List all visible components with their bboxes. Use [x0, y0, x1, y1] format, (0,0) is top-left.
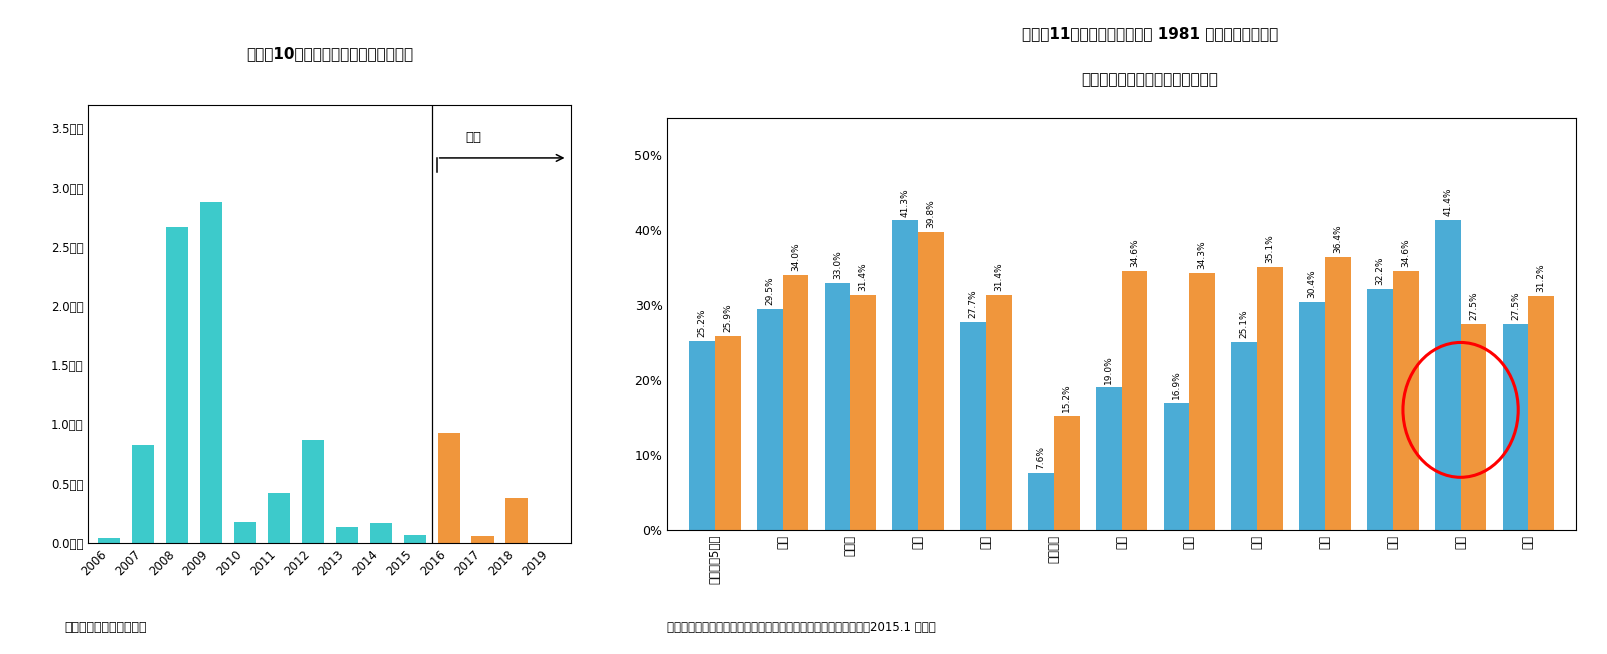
- Bar: [1122, 271, 1147, 530]
- Text: 7.6%: 7.6%: [1037, 446, 1045, 469]
- Bar: [1392, 271, 1417, 530]
- Bar: [98, 538, 121, 543]
- Text: 35.1%: 35.1%: [1265, 234, 1274, 263]
- Text: 25.1%: 25.1%: [1239, 309, 1249, 338]
- Bar: [1189, 273, 1215, 530]
- Bar: [1257, 267, 1282, 530]
- Bar: [505, 498, 527, 543]
- Text: 32.2%: 32.2%: [1374, 256, 1384, 284]
- Bar: [267, 493, 289, 543]
- Bar: [1459, 324, 1485, 530]
- Text: 34.6%: 34.6%: [1130, 238, 1138, 267]
- Text: 25.9%: 25.9%: [723, 303, 731, 332]
- Bar: [918, 232, 943, 530]
- Text: 30.4%: 30.4%: [1306, 269, 1316, 298]
- Bar: [1324, 257, 1350, 530]
- Bar: [199, 201, 222, 543]
- Text: 31.4%: 31.4%: [993, 262, 1003, 291]
- Bar: [715, 336, 741, 530]
- Bar: [1053, 416, 1078, 530]
- Text: 図表－11　主要都市における 1981 年以前に竣工した: 図表－11 主要都市における 1981 年以前に竣工した: [1020, 26, 1278, 41]
- Bar: [959, 322, 985, 530]
- Text: 図表－10　福岡における新規供給計画: 図表－10 福岡における新規供給計画: [246, 46, 413, 61]
- Bar: [892, 220, 918, 530]
- Bar: [437, 433, 460, 543]
- Bar: [824, 283, 850, 530]
- Text: 16.9%: 16.9%: [1172, 371, 1180, 400]
- Text: 27.5%: 27.5%: [1469, 292, 1477, 320]
- Text: 29.5%: 29.5%: [765, 277, 773, 305]
- Text: 34.6%: 34.6%: [1400, 238, 1409, 267]
- Text: 41.3%: 41.3%: [900, 188, 910, 216]
- Text: 25.2%: 25.2%: [697, 309, 705, 337]
- Text: 34.3%: 34.3%: [1197, 241, 1205, 269]
- Bar: [1163, 403, 1189, 530]
- Text: オフィスビルの棟数・面積構成比: オフィスビルの棟数・面積構成比: [1080, 72, 1218, 87]
- Text: 予測: 予測: [466, 131, 480, 144]
- Bar: [1433, 220, 1459, 530]
- Bar: [1501, 324, 1527, 530]
- Text: 36.4%: 36.4%: [1332, 225, 1342, 253]
- Bar: [1298, 302, 1324, 530]
- Bar: [336, 527, 357, 543]
- Text: 39.8%: 39.8%: [926, 199, 935, 228]
- Text: 34.0%: 34.0%: [791, 243, 799, 271]
- Bar: [783, 275, 808, 530]
- Text: 31.4%: 31.4%: [858, 262, 868, 291]
- Text: 27.5%: 27.5%: [1511, 292, 1519, 320]
- Bar: [688, 341, 715, 530]
- Bar: [403, 534, 426, 543]
- Text: （出所）三幸エステート: （出所）三幸エステート: [64, 621, 146, 634]
- Bar: [1366, 288, 1392, 530]
- Bar: [166, 227, 188, 543]
- Bar: [757, 309, 783, 530]
- Text: 19.0%: 19.0%: [1104, 355, 1112, 384]
- Bar: [985, 294, 1011, 530]
- Bar: [132, 445, 154, 543]
- Text: 27.7%: 27.7%: [967, 290, 977, 318]
- Bar: [302, 439, 323, 543]
- Bar: [1527, 296, 1554, 530]
- Text: 15.2%: 15.2%: [1062, 383, 1070, 412]
- Bar: [1231, 341, 1257, 530]
- Bar: [1027, 473, 1053, 530]
- Text: 31.2%: 31.2%: [1536, 264, 1544, 292]
- Text: 41.4%: 41.4%: [1443, 187, 1451, 216]
- Text: （出所）日本不動産研究所「全国のオフィスビルストック調査（2015.1 現在）: （出所）日本不動産研究所「全国のオフィスビルストック調査（2015.1 現在）: [667, 621, 935, 634]
- Bar: [1094, 387, 1120, 530]
- Bar: [471, 536, 493, 543]
- Bar: [850, 294, 876, 530]
- Text: 33.0%: 33.0%: [832, 250, 842, 279]
- Bar: [233, 521, 256, 543]
- Bar: [370, 523, 392, 543]
